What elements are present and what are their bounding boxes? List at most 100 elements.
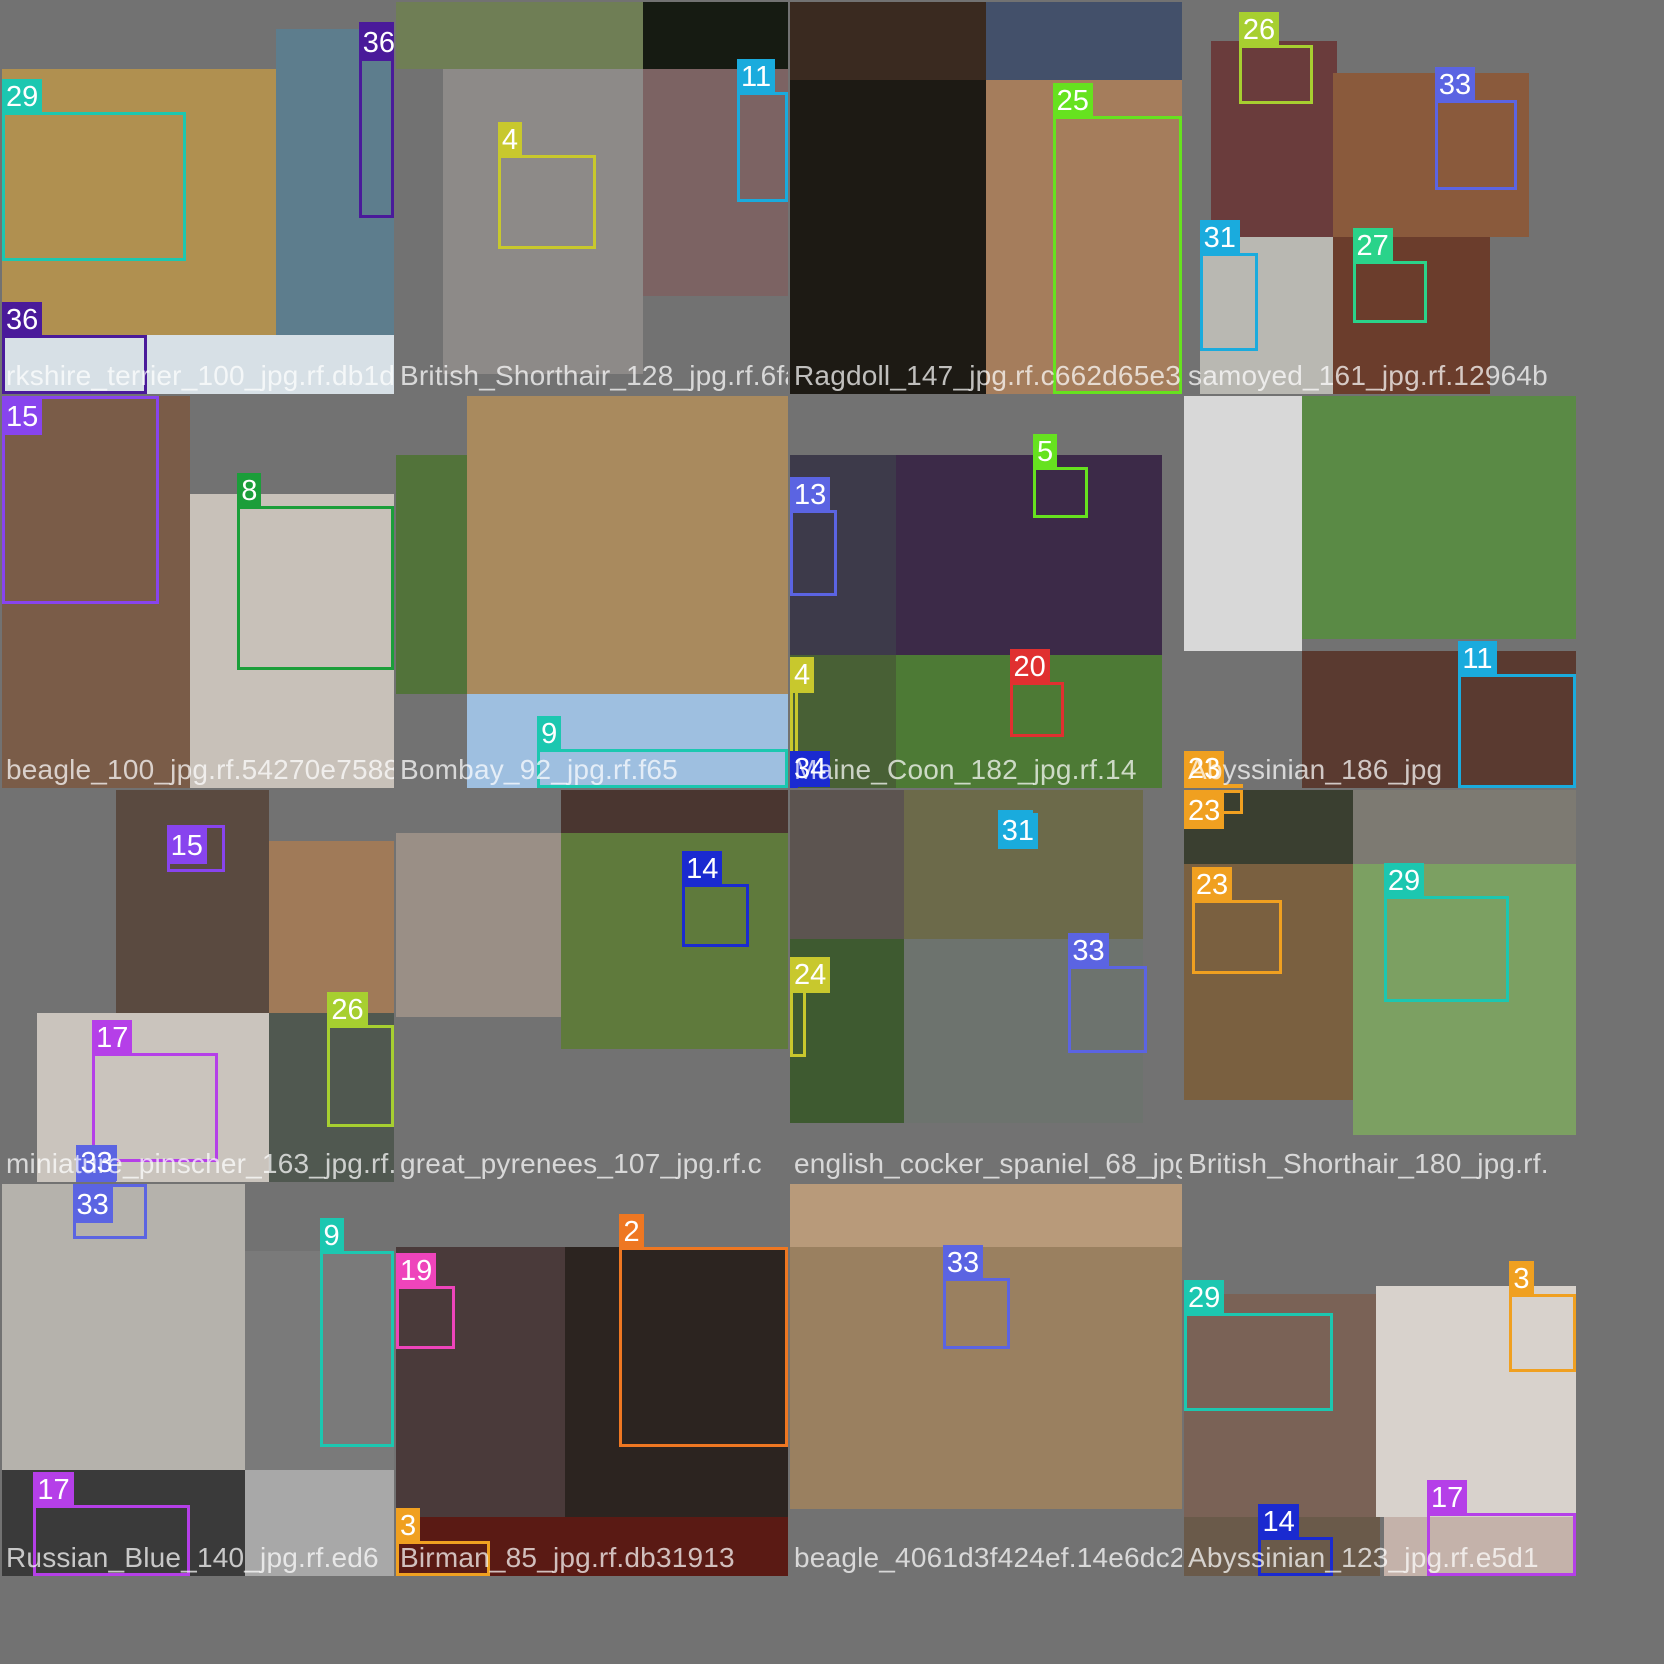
class-label: 31 xyxy=(997,812,1039,849)
bounding-box: 13 xyxy=(790,476,838,596)
bounding-box: 33 xyxy=(76,1145,117,1182)
bounding-box: 9 xyxy=(319,1217,394,1447)
bounding-box: 29 xyxy=(1184,1280,1333,1412)
bounding-box: 9 xyxy=(537,715,788,788)
photo-region xyxy=(642,2,788,69)
bounding-box: 36 xyxy=(358,21,394,218)
class-label: 9 xyxy=(537,715,562,752)
bounding-box: 36 xyxy=(2,302,148,394)
bounding-box: 31 xyxy=(1199,219,1259,351)
bounding-box: 3 xyxy=(396,1507,491,1576)
bounding-box: 29 xyxy=(1383,862,1510,1002)
bounding-box: 17 xyxy=(92,1019,218,1163)
class-label: 20 xyxy=(1009,649,1050,686)
bounding-box: 14 xyxy=(1258,1503,1333,1576)
bounding-box: 17 xyxy=(33,1472,191,1576)
filename-caption: beagle_100_jpg.rf.54270e7588e xyxy=(6,754,394,785)
class-label: 4 xyxy=(790,657,815,693)
bounding-box: 11 xyxy=(1458,641,1576,788)
filename-caption: english_cocker_spaniel_68_jpg.rf.a0d62 xyxy=(794,1148,1182,1179)
class-label: 19 xyxy=(396,1252,437,1289)
class-label: 13 xyxy=(790,476,831,513)
photo-region xyxy=(276,29,394,336)
photo-region xyxy=(396,833,561,1018)
filename-caption: Birman_85_jpg.rf.db31913 xyxy=(400,1542,735,1573)
bounding-box: 17 xyxy=(1427,1480,1576,1576)
class-label: 5 xyxy=(1033,433,1058,470)
class-label: 17 xyxy=(92,1019,133,1056)
class-label: 34 xyxy=(790,751,831,788)
photo-region xyxy=(790,1246,1182,1510)
filename-caption: Ragdoll_147_jpg.rf.c662d65e3e1ee8411e94 xyxy=(794,360,1182,391)
filename-caption: rkshire_terrier_100_jpg.rf.db1d69a7 xyxy=(6,360,394,391)
bounding-box: 33 xyxy=(1068,933,1147,1053)
class-label: 9 xyxy=(319,1217,344,1254)
class-label: 14 xyxy=(1258,1503,1299,1540)
mosaic-tile: 14 great_pyrenees_107_jpg.rf.c xyxy=(396,790,788,1182)
class-label: 36 xyxy=(2,302,43,339)
class-label: 24 xyxy=(790,956,831,993)
photo-region xyxy=(895,454,1163,655)
class-label: 36 xyxy=(358,24,394,61)
photo-region xyxy=(1184,396,1302,651)
bounding-box: 2 xyxy=(619,1213,788,1447)
class-label: 27 xyxy=(1352,227,1393,264)
bounding-box: 33 xyxy=(72,1184,148,1239)
photo-region xyxy=(190,494,394,788)
class-label: 33 xyxy=(1068,933,1109,970)
bounding-box: 23 xyxy=(1184,790,1243,829)
photo-region xyxy=(1383,1517,1576,1576)
mosaic-tile: 9 Bombay_92_jpg.rf.f65 xyxy=(396,396,788,788)
class-label: 29 xyxy=(2,78,43,115)
photo-region xyxy=(245,1250,394,1471)
class-label: 26 xyxy=(1238,12,1280,49)
class-label: 15 xyxy=(2,399,43,435)
photo-region xyxy=(2,396,191,788)
bounding-box: 4 xyxy=(497,121,596,249)
bounding-box: 11 xyxy=(737,59,788,202)
photo-region xyxy=(790,790,904,939)
filename-caption: British_Shorthair_180_jpg.rf. xyxy=(1188,1148,1549,1179)
class-label: 3 xyxy=(396,1507,421,1544)
photo-region xyxy=(396,1246,565,1518)
photo-region xyxy=(1352,790,1576,865)
mosaic-tile: 33 beagle_4061d3f424ef.14e6dc24 xyxy=(790,1184,1182,1576)
class-label: 14 xyxy=(682,851,723,888)
photo-region xyxy=(1301,396,1576,640)
photo-region xyxy=(790,80,986,394)
class-label: 26 xyxy=(327,992,368,1029)
class-label: 17 xyxy=(33,1472,74,1509)
class-label: 29 xyxy=(1184,1280,1225,1317)
photo-region xyxy=(268,1013,394,1182)
photo-region xyxy=(790,2,986,81)
photo-region xyxy=(1184,1293,1377,1518)
photo-region xyxy=(466,396,788,694)
mosaic-tile: 19 2 3 Birman_85_jpg.rf.db31913 xyxy=(396,1184,788,1576)
bounding-box: 8 xyxy=(237,472,394,671)
class-label: 17 xyxy=(1427,1480,1468,1517)
photo-region xyxy=(986,80,1182,394)
photo-region xyxy=(560,833,788,1049)
filename-caption: Abyssinian_186_jpg xyxy=(1188,754,1443,785)
bounding-box: 19 xyxy=(396,1252,455,1349)
photo-region xyxy=(396,454,467,694)
mosaic-tile: 25 Ragdoll_147_jpg.rf.c662d65e3e1ee8411e9… xyxy=(790,2,1182,394)
mosaic-tile: 11 23 Abyssinian_186_jpg xyxy=(1184,396,1576,788)
bounding-box: 14 xyxy=(682,851,749,947)
filename-caption: British_Shorthair_128_jpg.rf.6fa4531c047 xyxy=(400,360,788,391)
bounding-box: 23 xyxy=(1191,866,1282,975)
bounding-box: 5 xyxy=(1033,433,1088,518)
filename-caption: Abyssinian_123_jpg.rf.e5d1 xyxy=(1188,1542,1539,1573)
photo-region xyxy=(986,2,1182,81)
mosaic-tile: 4 11 British_Shorthair_128_jpg.rf.6fa4531c… xyxy=(396,2,788,394)
photo-region xyxy=(1376,1285,1576,1518)
photo-region xyxy=(2,335,394,394)
photo-region xyxy=(268,840,394,1014)
photo-region xyxy=(790,1184,1182,1247)
class-label: 25 xyxy=(1052,82,1093,119)
bounding-box: 26 xyxy=(1238,12,1314,104)
class-label: 29 xyxy=(1383,862,1425,899)
class-label: 31 xyxy=(1199,219,1240,256)
class-label: 33 xyxy=(1434,67,1476,103)
photo-region xyxy=(642,68,788,296)
